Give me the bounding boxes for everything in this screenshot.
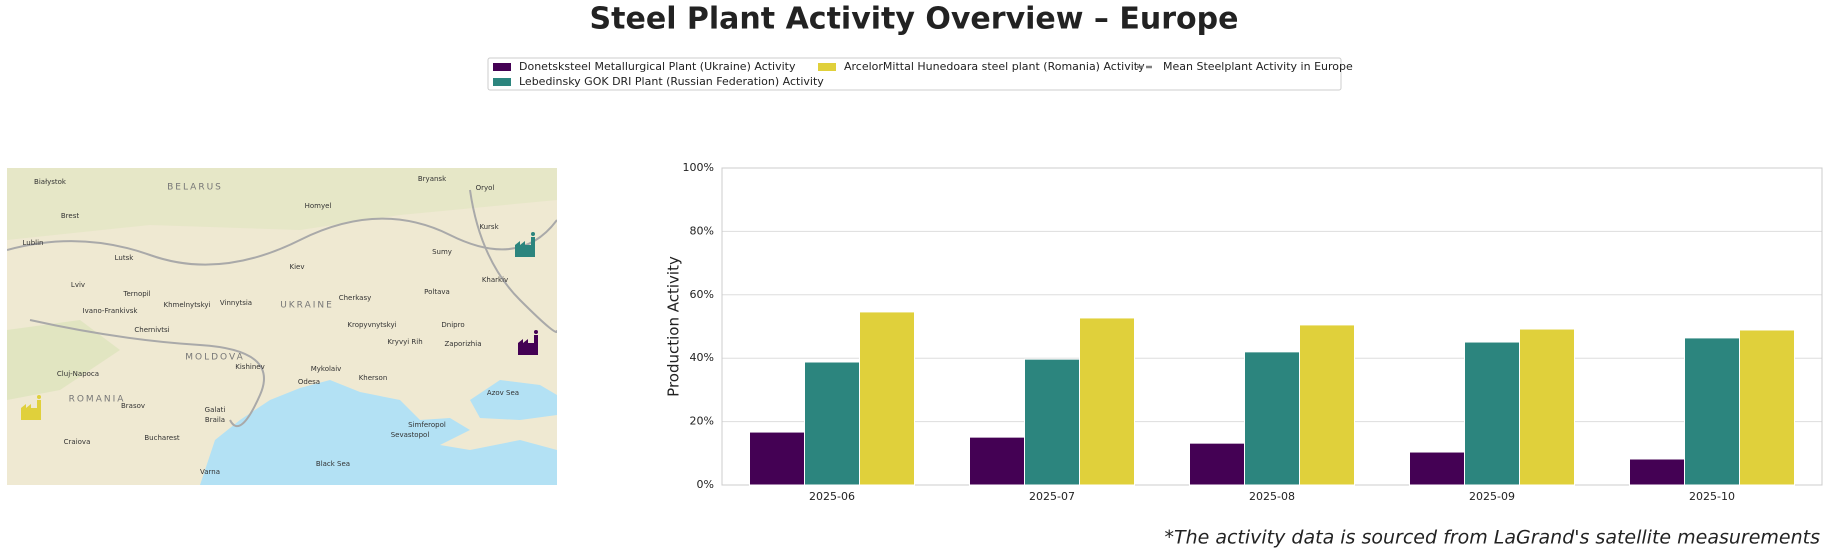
bar	[1519, 328, 1575, 486]
map-label: Vinnytsia	[220, 299, 252, 307]
map-label: Oryol	[476, 184, 495, 192]
bar	[1629, 458, 1685, 486]
plant-icon	[518, 335, 538, 355]
legend-swatch	[818, 63, 836, 71]
map-label: Homyel	[305, 202, 332, 210]
bar	[1189, 442, 1245, 486]
map-label: Kryvyi Rih	[387, 338, 422, 346]
legend-label: Donetsksteel Metallurgical Plant (Ukrain…	[519, 60, 796, 73]
y-tick-label: 0%	[697, 478, 714, 491]
map-label: Brest	[61, 212, 79, 220]
bar	[1299, 324, 1355, 486]
map-green	[7, 320, 120, 400]
bar	[969, 436, 1025, 486]
map-label: Cherkasy	[339, 294, 372, 302]
y-tick-label: 100%	[683, 161, 714, 174]
map-label: Varna	[200, 468, 220, 476]
map-label: Braila	[205, 416, 225, 424]
x-tick-label: 2025-07	[1029, 490, 1075, 503]
bar	[1409, 451, 1465, 486]
map-label: Chernivtsi	[134, 326, 169, 334]
map-label: Poltava	[424, 288, 450, 296]
map-label: Lviv	[71, 281, 85, 289]
legend-label: ArcelorMittal Hunedoara steel plant (Rom…	[844, 60, 1145, 73]
bar	[1024, 358, 1080, 486]
bar	[859, 311, 915, 486]
bar	[1079, 317, 1135, 486]
legend-swatch	[493, 63, 511, 71]
map-label: Cluj-Napoca	[57, 370, 99, 378]
x-tick-label: 2025-06	[809, 490, 855, 503]
map-label: UKRAINE	[280, 301, 334, 311]
map-label: ROMANIA	[69, 395, 126, 405]
map-label: Kishinev	[235, 363, 264, 371]
map-label: Simferopol	[408, 421, 446, 429]
map-label: Kiev	[290, 263, 305, 271]
map-label: Białystok	[34, 178, 67, 186]
map-label: Black Sea	[316, 460, 350, 468]
map-sea	[470, 380, 557, 420]
plant-icon	[37, 395, 41, 399]
map-label: BELARUS	[167, 183, 223, 193]
bar	[1684, 337, 1740, 486]
map-label: Ternopil	[122, 290, 150, 298]
footnote: *The activity data is sourced from LaGra…	[1164, 527, 1820, 549]
map-border	[469, 189, 557, 333]
plant-icon	[531, 232, 535, 236]
map-label: Odesa	[298, 378, 320, 386]
map-label: Ivano-Frankivsk	[83, 307, 139, 315]
map-label: Zaporizhia	[445, 340, 482, 348]
y-axis-label: Production Activity	[665, 256, 683, 397]
map-label: Brasov	[121, 402, 145, 410]
bar	[804, 361, 860, 486]
map-green	[7, 168, 557, 240]
plant-icon	[534, 330, 538, 334]
x-tick-label: 2025-08	[1249, 490, 1295, 503]
legend-label: Lebedinsky GOK DRI Plant (Russian Federa…	[519, 75, 824, 88]
map-label: Kherson	[359, 374, 388, 382]
legend-swatch	[493, 78, 511, 86]
map-label: Bryansk	[418, 175, 447, 183]
x-tick-label: 2025-10	[1689, 490, 1735, 503]
x-tick-label: 2025-09	[1469, 490, 1515, 503]
map-label: Craiova	[64, 438, 91, 446]
bar	[749, 431, 805, 486]
map-label: Azov Sea	[487, 389, 519, 397]
map-border	[29, 319, 265, 427]
map-label: Mykolaiv	[311, 365, 342, 373]
map-label: MOLDOVA	[185, 353, 244, 363]
map-label: Sevastopol	[391, 431, 430, 439]
map-label: Kropyvnytskyi	[347, 321, 396, 329]
plant-icon	[21, 400, 41, 420]
map-label: Kursk	[479, 223, 499, 231]
y-tick-label: 60%	[690, 288, 714, 301]
title: Steel Plant Activity Overview – Europe	[590, 2, 1239, 37]
y-tick-label: 20%	[690, 415, 714, 428]
map-label: Bucharest	[144, 434, 179, 442]
bar	[1464, 341, 1520, 486]
y-tick-label: 80%	[690, 224, 714, 237]
map-label: Lublin	[23, 239, 44, 247]
map-label: Dnipro	[441, 321, 464, 329]
bar	[1244, 351, 1300, 486]
map-sea	[200, 380, 557, 485]
legend-box	[487, 57, 1342, 91]
legend-label: Mean Steelplant Activity in Europe	[1163, 60, 1353, 73]
bar	[1739, 329, 1795, 486]
y-tick-label: 40%	[690, 351, 714, 364]
map-label: Galati	[205, 406, 226, 414]
plant-icon	[515, 237, 535, 257]
map: Białystok BELARUS Bryansk Oryol Brest Homyel K…	[7, 168, 557, 485]
map-label: Lutsk	[115, 254, 135, 262]
map-label: Kharkiv	[482, 276, 508, 284]
map-label: Khmelnytskyi	[164, 301, 211, 309]
map-label: Sumy	[432, 248, 452, 256]
